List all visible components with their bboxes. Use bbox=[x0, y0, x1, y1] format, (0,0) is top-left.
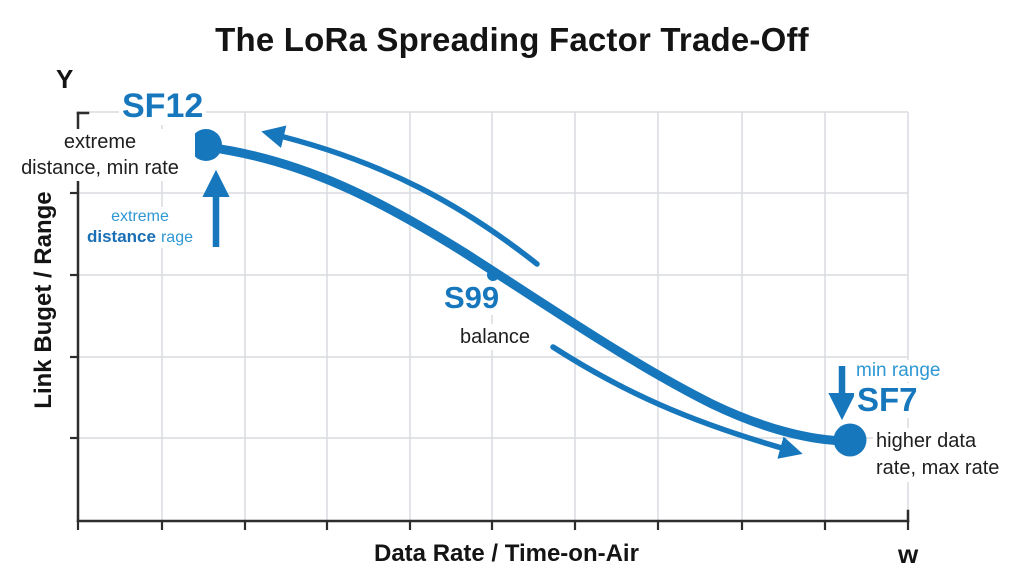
y-axis-end-label: Y bbox=[56, 64, 74, 94]
x-axis-end-label: w bbox=[898, 539, 919, 569]
sf12-caption: extreme distance, min rate bbox=[5, 129, 195, 181]
sf7-point bbox=[833, 423, 867, 457]
sf12-note: extreme distance rage bbox=[81, 207, 199, 248]
y-axis-title: Link Buget / Range bbox=[30, 191, 57, 409]
sf7-label: SF7 bbox=[854, 382, 921, 418]
sf12-note-line1: extreme bbox=[111, 208, 169, 225]
axis-ticks bbox=[70, 191, 910, 530]
sf7-caption-line1: higher data bbox=[876, 430, 977, 452]
axes bbox=[76, 111, 910, 523]
tradeoff-curve bbox=[202, 142, 854, 446]
upper-direction-arrow bbox=[261, 125, 540, 267]
sf7-caption-line2: rate, max rate bbox=[876, 457, 1000, 479]
sf12-note-line2: distance rage bbox=[81, 227, 199, 248]
s99-point bbox=[487, 269, 499, 281]
page-title: The LoRa Spreading Factor Trade-Off bbox=[215, 21, 809, 58]
x-axis-title: Data Rate / Time-on-Air bbox=[374, 540, 639, 567]
sf12-caption-line1: extreme bbox=[63, 131, 137, 153]
s99-label: S99 bbox=[441, 281, 503, 315]
sf12-point bbox=[190, 129, 222, 161]
s99-caption: balance bbox=[458, 324, 533, 350]
lower-direction-arrow bbox=[550, 344, 803, 459]
sf12-note-rage: rage bbox=[160, 229, 193, 246]
grid-lines bbox=[78, 111, 909, 521]
sf7-note: min range bbox=[854, 360, 943, 382]
sf12-label: SF12 bbox=[119, 88, 207, 125]
sf12-caption-line2: distance, min rate bbox=[21, 157, 179, 179]
sf12-note-distance: distance bbox=[86, 227, 156, 246]
sf7-caption: higher data rate, max rate bbox=[873, 428, 1003, 482]
